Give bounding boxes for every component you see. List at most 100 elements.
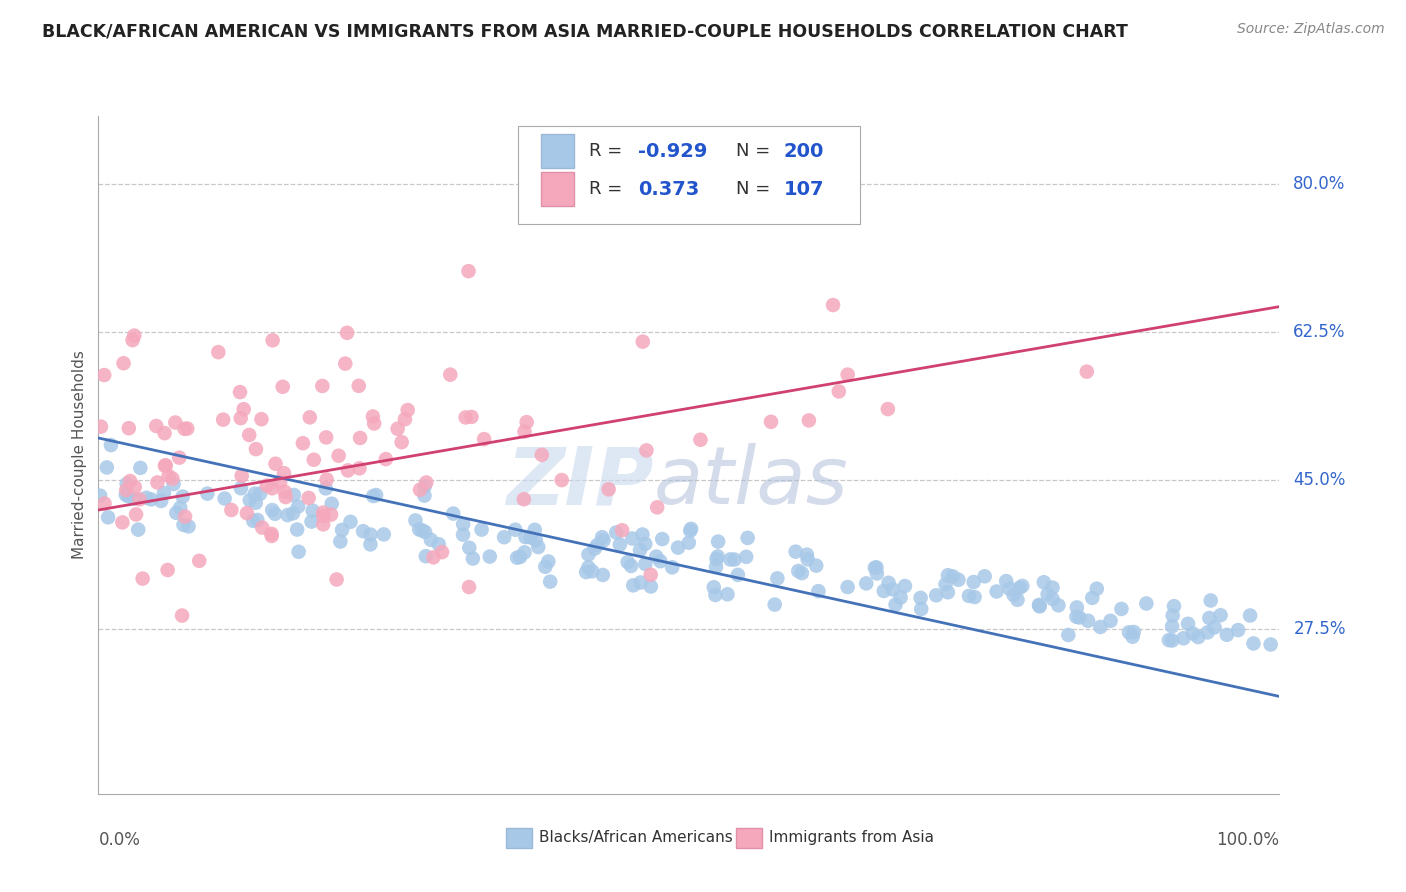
Point [934, 577, 956, 591]
Point [404, 513, 426, 527]
Point [153, 486, 176, 500]
Text: Immigrants from Asia: Immigrants from Asia [769, 830, 934, 846]
Point [1204, 620, 1226, 634]
Point [1161, 619, 1184, 633]
Point [986, 584, 1008, 599]
Point [787, 564, 810, 578]
Point [271, 380, 294, 394]
Point [321, 497, 343, 511]
Point [1042, 591, 1064, 606]
Point [273, 484, 295, 499]
Point [766, 571, 789, 585]
Point [855, 576, 877, 591]
Point [894, 579, 917, 593]
Point [534, 559, 557, 574]
Point [302, 452, 325, 467]
Point [735, 549, 758, 564]
Point [942, 569, 965, 583]
Point [451, 527, 474, 541]
Point [374, 452, 396, 467]
Point [165, 506, 187, 520]
Point [115, 477, 138, 491]
Point [315, 481, 337, 495]
Point [264, 457, 287, 471]
Point [312, 506, 335, 520]
Point [785, 544, 807, 558]
Point [1197, 625, 1219, 640]
Text: 27.5%: 27.5% [1294, 620, 1346, 638]
Point [298, 410, 321, 425]
Point [704, 588, 727, 602]
Point [439, 368, 461, 382]
Point [865, 560, 887, 574]
Point [592, 568, 614, 582]
Point [131, 572, 153, 586]
Point [759, 415, 782, 429]
Point [876, 402, 898, 417]
Point [454, 410, 477, 425]
Point [494, 530, 516, 544]
Point [128, 492, 150, 507]
FancyBboxPatch shape [506, 828, 531, 848]
Text: atlas: atlas [654, 443, 848, 521]
Point [124, 480, 146, 494]
Point [260, 529, 283, 543]
Point [1007, 592, 1029, 607]
Point [124, 491, 146, 506]
Point [415, 475, 437, 490]
Point [458, 541, 481, 555]
Text: 80.0%: 80.0% [1294, 175, 1346, 193]
Point [141, 492, 163, 507]
Point [335, 357, 357, 371]
Point [821, 298, 844, 312]
Point [925, 588, 948, 602]
Text: Blacks/African Americans: Blacks/African Americans [538, 830, 733, 846]
Point [207, 345, 229, 359]
Point [1066, 609, 1088, 624]
Point [640, 567, 662, 582]
Point [527, 540, 550, 554]
Point [828, 384, 851, 399]
Point [273, 467, 295, 481]
Point [232, 402, 254, 417]
Point [592, 533, 614, 548]
Point [457, 264, 479, 278]
Point [391, 435, 413, 450]
Point [169, 450, 191, 465]
Point [621, 578, 644, 592]
Point [620, 558, 643, 573]
Point [796, 552, 818, 566]
Point [281, 507, 304, 521]
Point [260, 526, 283, 541]
Point [505, 523, 527, 537]
Point [287, 500, 309, 514]
Point [1161, 633, 1184, 648]
FancyBboxPatch shape [517, 126, 860, 225]
Point [1118, 625, 1140, 640]
Point [936, 585, 959, 599]
Point [252, 520, 274, 534]
Point [150, 494, 173, 508]
Point [283, 488, 305, 502]
Point [249, 486, 271, 500]
Point [373, 527, 395, 541]
Point [515, 530, 537, 544]
Point [125, 508, 148, 522]
Point [238, 428, 260, 442]
Point [1187, 630, 1209, 644]
Point [523, 523, 546, 537]
Point [277, 508, 299, 522]
Point [115, 483, 138, 497]
Point [129, 461, 152, 475]
Point [995, 574, 1018, 588]
Text: 0.373: 0.373 [638, 179, 699, 199]
Point [245, 442, 267, 456]
Point [963, 574, 986, 589]
Point [650, 554, 672, 568]
Point [1216, 628, 1239, 642]
Point [1111, 602, 1133, 616]
Point [634, 557, 657, 571]
Point [882, 582, 904, 597]
Point [396, 403, 419, 417]
Point [419, 533, 441, 547]
